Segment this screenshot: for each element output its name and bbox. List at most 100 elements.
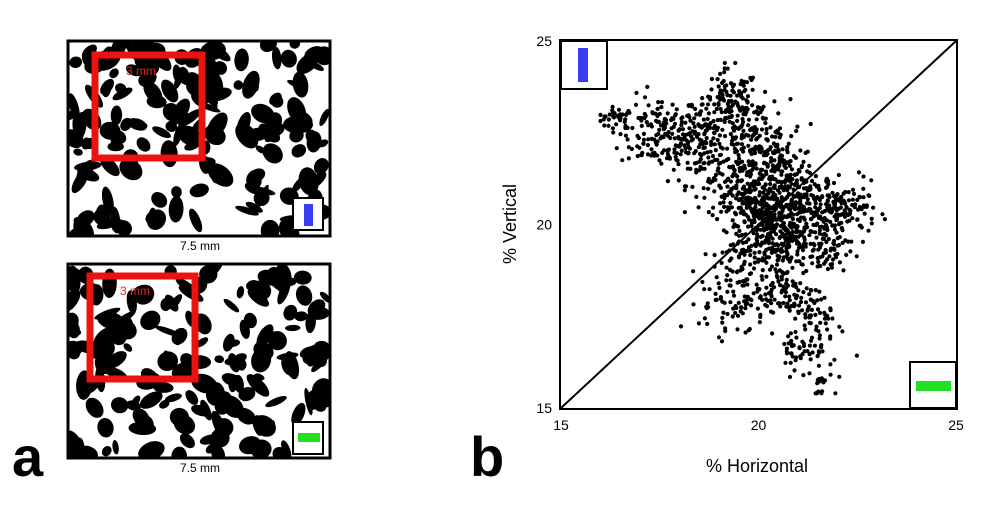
texture-blob [164, 294, 179, 312]
scatter-point [731, 82, 737, 87]
scatter-point [803, 300, 809, 305]
scatter-point [610, 126, 616, 131]
scatter-point [803, 150, 808, 156]
texture-blob [95, 204, 111, 225]
scatter-point [706, 179, 711, 184]
scatter-point [755, 286, 761, 291]
scatter-point [832, 238, 837, 243]
scatter-point [866, 193, 871, 198]
scatter-point [764, 127, 769, 132]
scatter-point [706, 155, 711, 160]
scatter-point [742, 163, 747, 168]
texture-blob [69, 444, 80, 457]
scatter-point [817, 289, 822, 294]
scatter-point [793, 281, 798, 286]
texture-blob [146, 209, 167, 230]
scatter-point [680, 127, 686, 132]
scatter-point [717, 285, 722, 290]
scatter-point [814, 235, 819, 240]
scatter-point [766, 196, 771, 201]
texture-blob [109, 328, 127, 346]
scatter-point [805, 197, 810, 202]
scatter-point [702, 316, 708, 321]
scatter-point [795, 252, 800, 257]
scatter-point [784, 249, 789, 254]
scatter-point [722, 70, 727, 75]
scatter-point [817, 224, 823, 230]
scatter-point [801, 243, 806, 248]
scatter-point [854, 254, 859, 259]
scatter-point [816, 186, 821, 191]
scatter-point [715, 125, 721, 130]
scatter-point [862, 211, 867, 216]
scatter-point [720, 315, 725, 320]
scatter-point [800, 248, 806, 253]
scatter-point [794, 259, 799, 264]
scatter-point [657, 127, 662, 132]
scatter-point [657, 158, 662, 163]
scatter-point [665, 179, 671, 184]
scatter-point [827, 254, 832, 259]
scatter-point [734, 305, 739, 311]
scatter-point [831, 180, 837, 186]
scatter-point [718, 88, 723, 93]
scatter-point [765, 162, 770, 168]
scatter-point [780, 288, 785, 293]
scatter-point [762, 160, 767, 165]
scatter-point [776, 147, 781, 152]
texture-blob [140, 310, 161, 330]
scatter-point [833, 255, 839, 260]
scatter-point [698, 164, 703, 170]
scatter-point [754, 166, 759, 171]
texture-blob [69, 289, 81, 313]
texture-blob [289, 128, 304, 143]
scatter-point [693, 106, 698, 112]
scatter-point [742, 252, 747, 257]
scatter-point [851, 191, 857, 196]
scatter-point [790, 342, 795, 347]
scatter-point [745, 195, 751, 200]
texture-blob [110, 105, 123, 126]
scatter-point [758, 294, 763, 299]
scatter-point [730, 193, 735, 198]
scatter-point [736, 103, 741, 108]
scatter-point [729, 114, 734, 119]
scatter-point [696, 205, 701, 210]
scatter-point [722, 204, 727, 209]
scatter-point [752, 260, 758, 265]
texture-blob [293, 109, 313, 125]
scatter-point [754, 130, 759, 135]
scatter-point [850, 216, 855, 221]
scatter-point [724, 108, 729, 113]
scatter-point [830, 316, 835, 321]
texture-blob [211, 410, 226, 437]
scatter-point [864, 203, 870, 208]
scatter-point [808, 297, 813, 302]
scatter-point [745, 294, 750, 299]
scatter-point [869, 216, 874, 221]
scatter-point [784, 346, 790, 351]
scatter-point [822, 231, 827, 236]
scatter-point [809, 210, 814, 216]
scatter-point [741, 83, 746, 88]
scatter-point [752, 110, 757, 115]
scatter-point [768, 145, 773, 150]
scatter-point [737, 156, 742, 161]
scatter-point [853, 202, 858, 207]
scatter-point [709, 76, 715, 82]
scatter-point [641, 141, 646, 146]
scatter-point [795, 192, 800, 197]
scatter-point [641, 131, 647, 136]
scatter-point [739, 142, 745, 147]
scatter-point [749, 151, 754, 157]
scatter-point [830, 206, 836, 211]
texture-blob [69, 227, 81, 235]
scatter-point [765, 151, 770, 156]
texture-blob [69, 110, 78, 121]
scatter-point [691, 302, 696, 307]
scatter-point [757, 133, 762, 138]
scatter-point [721, 228, 727, 233]
texture-blob [262, 143, 283, 164]
scatter-point [767, 267, 773, 272]
texture-blob [165, 120, 178, 132]
